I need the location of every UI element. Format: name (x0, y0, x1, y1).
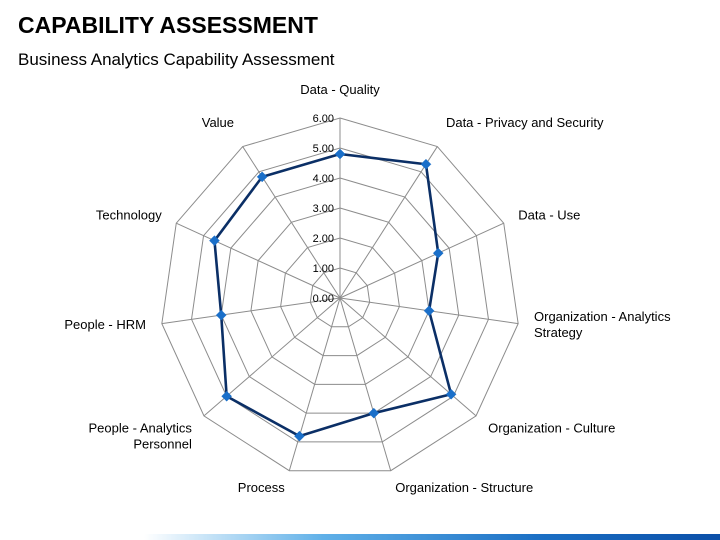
slide-title: CAPABILITY ASSESSMENT (18, 12, 318, 38)
category-label-line: Process (238, 480, 285, 495)
grid-ring (280, 237, 400, 357)
data-point (420, 158, 432, 170)
data-point (334, 148, 346, 160)
tick-label: 0.00 (313, 293, 334, 305)
grid-spoke (242, 146, 341, 299)
category-label-line: Data - Privacy and Security (446, 115, 604, 130)
data-point (294, 430, 305, 442)
category-label: Data - Use (518, 208, 580, 223)
category-label-line: Organization - Analytics (534, 309, 671, 324)
category-label: People - HRM (64, 317, 146, 332)
grid-spoke (339, 222, 504, 299)
grid-ring (309, 267, 371, 328)
category-label: Data - Privacy and Security (446, 115, 604, 130)
radar-series (209, 148, 457, 442)
grid-ring (191, 147, 489, 443)
grid-ring (161, 117, 519, 472)
category-label: Technology (96, 208, 162, 223)
grid-spoke (339, 297, 392, 471)
category-label: Data - Quality (300, 82, 380, 97)
radar-category-labels: Data - Quality Data - Privacy and Securit… (64, 82, 671, 495)
data-point (368, 407, 380, 419)
category-label: Organization - Structure (395, 480, 533, 495)
slide-subtitle: Business Analytics Capability Assessment (18, 50, 335, 69)
category-label-line: Personnel (133, 436, 192, 451)
series-line (213, 152, 453, 438)
category-label-line: Data - Use (518, 208, 580, 223)
category-label-line: Technology (96, 208, 162, 223)
category-label: People - Analytics Personnel (89, 420, 193, 451)
tick-label: 3.00 (313, 203, 334, 215)
data-point (221, 390, 232, 402)
grid-spoke (339, 146, 438, 299)
grid-spoke (176, 222, 341, 299)
tick-label: 2.00 (313, 233, 334, 245)
category-label: Process (238, 480, 285, 495)
data-point (432, 247, 444, 259)
category-label-line: People - Analytics (89, 420, 193, 435)
data-point (423, 305, 435, 317)
tick-label: 5.00 (313, 143, 334, 155)
category-label: Organization - Culture (488, 420, 615, 435)
tick-label: 1.00 (313, 263, 334, 275)
data-point (215, 309, 227, 321)
grid-spoke (339, 297, 477, 417)
category-label-line: Organization - Structure (395, 480, 533, 495)
category-label-line: Value (202, 115, 234, 130)
grid-spoke (161, 297, 341, 325)
tick-label: 6.00 (313, 113, 334, 125)
data-point (209, 235, 220, 247)
grid-ring (220, 177, 460, 414)
category-label: Organization - Analytics Strategy (534, 309, 671, 340)
grid-spoke (288, 297, 341, 471)
category-label: Value (202, 115, 234, 130)
grid-ring (250, 207, 430, 385)
tick-label: 4.00 (313, 173, 334, 185)
category-label-line: Organization - Culture (488, 420, 615, 435)
category-label-line: People - HRM (64, 317, 146, 332)
category-label-line: Strategy (534, 325, 583, 340)
data-point (445, 388, 457, 400)
radar-grid (161, 117, 519, 472)
data-point (256, 171, 268, 183)
footer-accent-bar (0, 534, 720, 540)
category-label-line: Data - Quality (300, 82, 380, 97)
radar-tick-labels: 0.00 1.00 2.00 3.00 4.00 5.00 6.00 (313, 113, 334, 305)
